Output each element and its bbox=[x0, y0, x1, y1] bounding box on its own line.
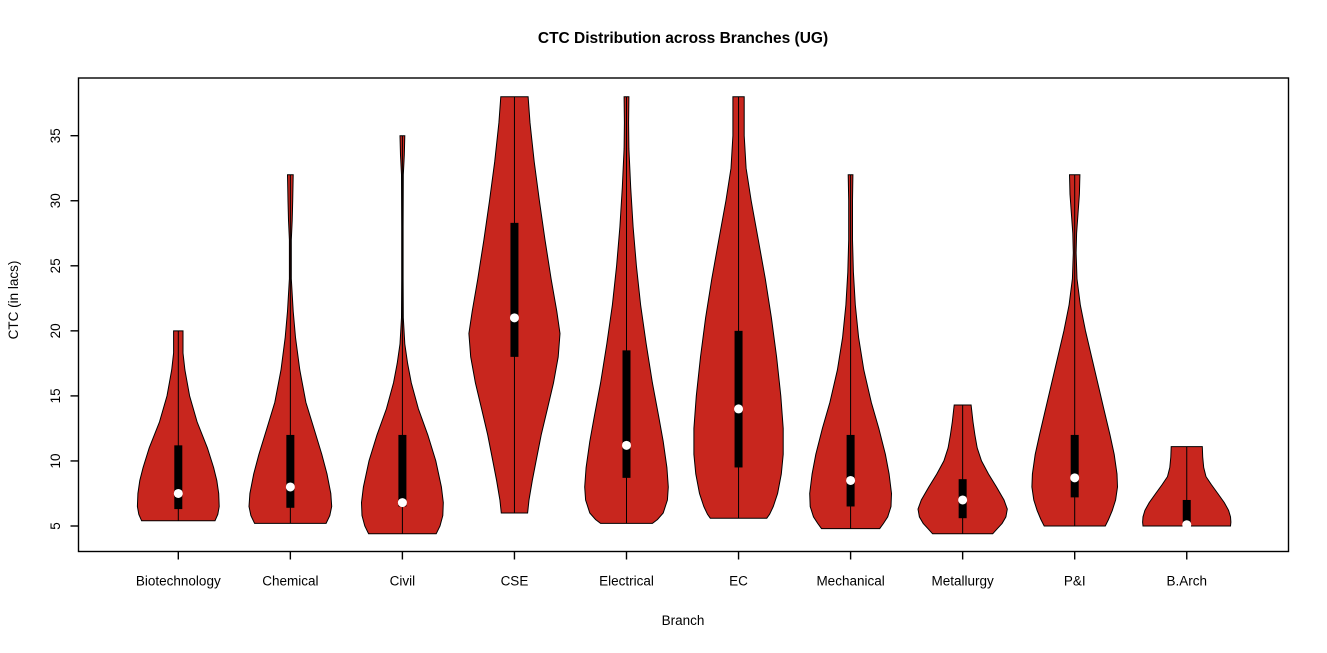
x-tick-label: EC bbox=[729, 574, 748, 589]
y-axis-label: CTC (in lacs) bbox=[6, 261, 21, 340]
median-dot bbox=[173, 488, 183, 498]
x-tick-label: Electrical bbox=[599, 574, 654, 589]
x-tick-label: Mechanical bbox=[816, 574, 884, 589]
iqr-box bbox=[510, 222, 519, 357]
chart-title: CTC Distribution across Branches (UG) bbox=[538, 30, 828, 47]
x-tick-label: Civil bbox=[390, 574, 416, 589]
y-tick-label: 5 bbox=[48, 522, 63, 530]
x-tick-label: Biotechnology bbox=[136, 574, 221, 589]
violin-ec bbox=[693, 96, 784, 519]
iqr-box bbox=[846, 434, 855, 507]
iqr-box bbox=[286, 434, 295, 508]
x-tick-label: B.Arch bbox=[1166, 574, 1207, 589]
y-tick-label: 25 bbox=[48, 258, 63, 273]
median-dot bbox=[509, 313, 519, 323]
median-dot bbox=[1182, 520, 1192, 530]
plot-border bbox=[77, 77, 1290, 553]
iqr-box bbox=[1070, 434, 1079, 498]
violins-group bbox=[136, 96, 1232, 535]
median-dot bbox=[734, 404, 744, 414]
y-tick-label: 35 bbox=[48, 128, 63, 143]
x-tick-label: P&I bbox=[1064, 574, 1086, 589]
violin-electrical bbox=[584, 96, 669, 524]
median-dot bbox=[958, 495, 968, 505]
violin-cse bbox=[468, 96, 561, 514]
violin-b-arch bbox=[1142, 446, 1232, 530]
y-tick-label: 20 bbox=[48, 323, 63, 338]
median-dot bbox=[846, 475, 856, 485]
axes-group: 5 10 15 20 25 30 35 Biotechnology Chemical Civil C… bbox=[48, 128, 1207, 588]
median-dot bbox=[1070, 473, 1080, 483]
iqr-box bbox=[1182, 499, 1191, 524]
violin-p-i bbox=[1031, 174, 1119, 527]
iqr-box bbox=[398, 434, 407, 507]
violin-chemical bbox=[248, 174, 333, 524]
median-dot bbox=[285, 482, 295, 492]
iqr-box bbox=[174, 445, 183, 510]
x-tick-label: CSE bbox=[501, 574, 529, 589]
y-tick-label: 30 bbox=[48, 193, 63, 208]
violin-civil bbox=[360, 135, 444, 535]
violin-mechanical bbox=[809, 174, 893, 530]
y-tick-label: 15 bbox=[48, 388, 63, 403]
x-tick-label: Metallurgy bbox=[932, 574, 995, 589]
x-axis-label: Branch bbox=[662, 613, 705, 628]
median-dot bbox=[397, 498, 407, 508]
violin-biotechnology bbox=[136, 330, 220, 522]
violin-metallurgy bbox=[917, 404, 1008, 535]
median-dot bbox=[622, 440, 631, 450]
y-tick-label: 10 bbox=[48, 453, 63, 468]
iqr-box bbox=[622, 350, 631, 478]
iqr-box bbox=[734, 330, 743, 468]
x-tick-label: Chemical bbox=[262, 574, 318, 589]
